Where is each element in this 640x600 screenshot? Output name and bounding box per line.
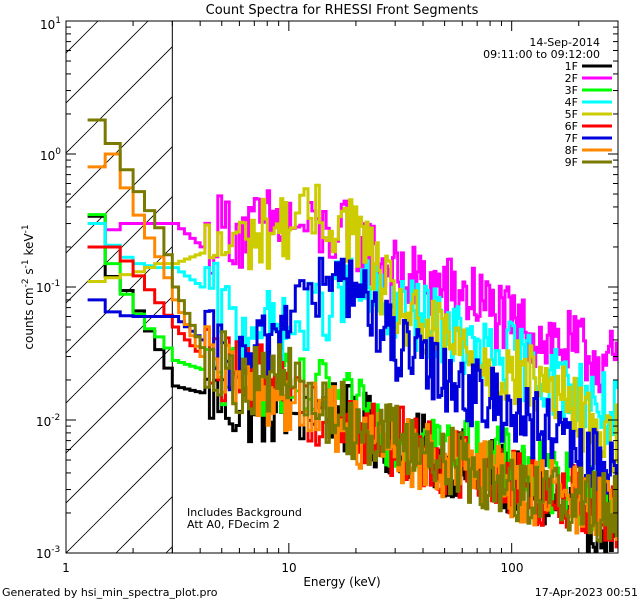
legend-label-9F: 9F bbox=[565, 156, 578, 169]
series-5F bbox=[87, 183, 618, 474]
series-7F bbox=[87, 256, 618, 505]
y-tick-label-1e-2: 10-2 bbox=[36, 413, 60, 429]
x-tick-label-1: 1 bbox=[62, 561, 70, 575]
hatch-line bbox=[66, 196, 173, 304]
hatch-line bbox=[66, 396, 173, 504]
excluded-region-hatch bbox=[66, 21, 640, 553]
svg-text:10-1: 10-1 bbox=[36, 279, 60, 295]
legend-label-1F: 1F bbox=[565, 60, 578, 73]
annotation-attenuator: Att A0, FDecim 2 bbox=[187, 518, 280, 531]
legend-label-5F: 5F bbox=[565, 108, 578, 121]
chart-title: Count Spectra for RHESSI Front Segments bbox=[206, 3, 479, 18]
y-tick-label-1e-3: 10-3 bbox=[36, 545, 60, 561]
svg-text:100: 100 bbox=[40, 147, 61, 163]
y-axis-label: counts cm-2 s-1 keV-1 bbox=[21, 224, 36, 349]
legend-label-3F: 3F bbox=[565, 84, 578, 97]
series-9F bbox=[87, 118, 618, 543]
hatch-line bbox=[66, 246, 173, 354]
x-axis-label: Energy (keV) bbox=[303, 575, 380, 589]
hatch-line bbox=[616, 21, 640, 553]
svg-text:10-2: 10-2 bbox=[36, 413, 60, 429]
axis-ticks bbox=[65, 20, 619, 554]
y-tick-label-1e-1: 10-1 bbox=[36, 279, 60, 295]
y-tick-label-1e1: 101 bbox=[40, 16, 61, 32]
x-tick-label-100: 100 bbox=[501, 561, 524, 575]
legend-label-2F: 2F bbox=[565, 72, 578, 85]
hatch-line bbox=[66, 446, 173, 553]
svg-text:101: 101 bbox=[40, 16, 61, 32]
footer-timestamp: 17-Apr-2023 00:51 bbox=[535, 586, 638, 599]
svg-text:10-3: 10-3 bbox=[36, 545, 60, 561]
spectra-layer bbox=[87, 118, 618, 553]
hatch-line bbox=[66, 96, 173, 204]
x-tick-label-10: 10 bbox=[281, 561, 296, 575]
series-8F bbox=[87, 152, 618, 541]
hatch-line bbox=[66, 46, 173, 154]
legend-label-6F: 6F bbox=[565, 120, 578, 133]
legend-label-4F: 4F bbox=[565, 96, 578, 109]
date-label: 14-Sep-2014 bbox=[529, 36, 600, 49]
y-tick-label-1e0: 100 bbox=[40, 147, 61, 163]
footer-generated-by: Generated by hsi_min_spectra_plot.pro bbox=[2, 586, 218, 599]
annotation-background: Includes Background bbox=[187, 506, 302, 519]
time-range-label: 09:11:00 to 09:12:00 bbox=[483, 48, 600, 61]
legend-label-7F: 7F bbox=[565, 132, 578, 145]
legend-label-8F: 8F bbox=[565, 144, 578, 157]
